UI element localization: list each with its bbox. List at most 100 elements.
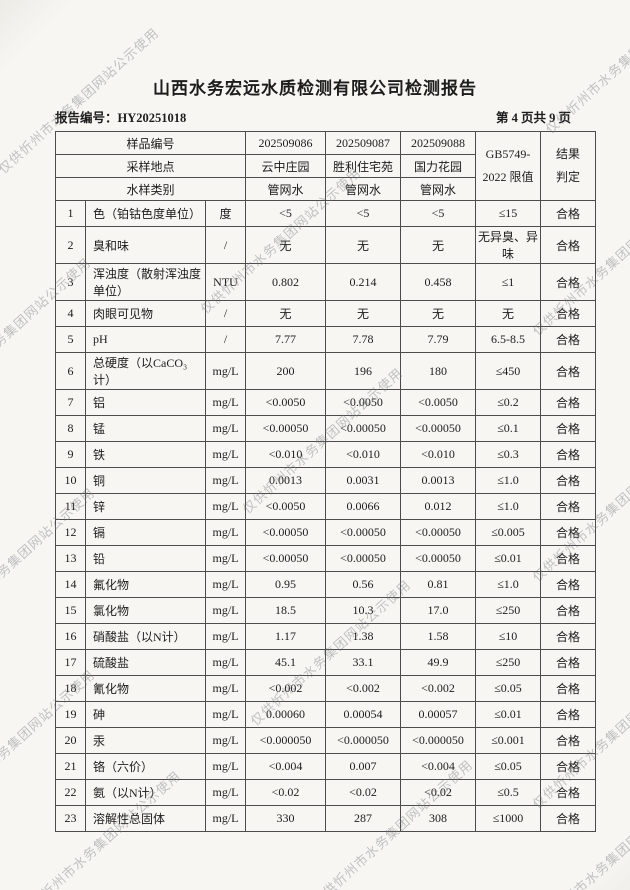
value-sample-3: <0.00050	[400, 545, 476, 572]
unit: /	[205, 226, 246, 264]
table-row: 9 铁 mg/L <0.010 <0.010 <0.010 ≤0.3 合格	[55, 441, 596, 468]
unit: mg/L	[205, 753, 246, 780]
value-sample-2: 0.00054	[325, 701, 401, 728]
limit-value: ≤0.001	[475, 727, 541, 754]
limit-value: ≤250	[475, 597, 541, 624]
value-sample-2: <5	[325, 200, 401, 227]
unit: mg/L	[205, 571, 246, 598]
unit: mg/L	[205, 467, 246, 494]
value-sample-1: <0.000050	[245, 727, 326, 754]
value-sample-1: 18.5	[245, 597, 326, 624]
result-header-line1: 结果	[555, 147, 580, 162]
value-sample-1: 0.0013	[245, 467, 326, 494]
value-sample-2: 7.78	[325, 326, 401, 353]
value-sample-2: <0.000050	[325, 727, 401, 754]
result-judgement: 合格	[540, 623, 596, 650]
value-sample-3: 49.9	[400, 649, 476, 676]
unit: mg/L	[205, 727, 246, 754]
value-sample-2: 无	[325, 300, 401, 327]
item-name: pH	[85, 326, 206, 353]
row-number: 7	[55, 389, 86, 416]
value-sample-2: 287	[325, 805, 401, 832]
unit: mg/L	[205, 649, 246, 676]
value-sample-1: <0.002	[245, 675, 326, 702]
value-sample-1: 0.95	[245, 571, 326, 598]
limit-value: ≤1.0	[475, 571, 541, 598]
result-judgement: 合格	[540, 352, 596, 390]
unit: /	[205, 300, 246, 327]
limit-column-header: GB5749- 2022 限值	[475, 131, 541, 201]
limit-value: ≤0.3	[475, 441, 541, 468]
row-number: 8	[55, 415, 86, 442]
item-name: 色（铂钴色度单位）	[85, 200, 206, 227]
item-name: 溶解性总固体	[85, 805, 206, 832]
value-sample-1: <0.004	[245, 753, 326, 780]
result-judgement: 合格	[540, 649, 596, 676]
row-number: 5	[55, 326, 86, 353]
row-number: 18	[55, 675, 86, 702]
result-judgement: 合格	[540, 779, 596, 806]
table-row: 7 铝 mg/L <0.0050 <0.0050 <0.0050 ≤0.2 合格	[55, 389, 596, 416]
limit-value: 无异臭、异味	[475, 226, 541, 264]
limit-header-line1: GB5749-	[485, 147, 531, 162]
row-number: 20	[55, 727, 86, 754]
table-row: 8 锰 mg/L <0.00050 <0.00050 <0.00050 ≤0.1 合格	[55, 415, 596, 442]
table-row: 16 硝酸盐（以N计） mg/L 1.17 1.38 1.58 ≤10 合格	[55, 623, 596, 650]
value-sample-3: <0.00050	[400, 519, 476, 546]
result-judgement: 合格	[540, 571, 596, 598]
value-sample-3: 0.012	[400, 493, 476, 520]
result-judgement: 合格	[540, 467, 596, 494]
table-row: 21 铬（六价） mg/L <0.004 0.007 <0.004 ≤0.05 合格	[55, 753, 596, 780]
header-row-sample-id: 样品编号 202509086 202509087 202509088 GB574…	[55, 131, 596, 201]
value-sample-1: <0.010	[245, 441, 326, 468]
limit-value: 6.5-8.5	[475, 326, 541, 353]
unit: mg/L	[205, 597, 246, 624]
value-sample-2: 0.0031	[325, 467, 401, 494]
limit-value: ≤0.2	[475, 389, 541, 416]
value-sample-1: <0.00050	[245, 545, 326, 572]
value-sample-2: <0.002	[325, 675, 401, 702]
value-sample-2: 10.3	[325, 597, 401, 624]
page-title: 山西水务宏远水质检测有限公司检测报告	[153, 79, 477, 98]
row-number: 3	[55, 263, 86, 301]
item-name: 铬（六价）	[85, 753, 206, 780]
limit-value: ≤0.01	[475, 545, 541, 572]
result-judgement: 合格	[540, 805, 596, 832]
row-number: 15	[55, 597, 86, 624]
item-name: 铅	[85, 545, 206, 572]
value-sample-1: 330	[245, 805, 326, 832]
limit-value: ≤1000	[475, 805, 541, 832]
table-row: 2 臭和味 / 无无无无异臭、异味 合格	[55, 226, 596, 264]
value-sample-1: 200	[245, 352, 326, 390]
item-name: 铁	[85, 441, 206, 468]
value-sample-3: 无	[400, 300, 476, 327]
value-sample-3: <0.010	[400, 441, 476, 468]
item-name: 铜	[85, 467, 206, 494]
value-sample-2: 0.214	[325, 263, 401, 301]
sample-id-label: 样品编号	[55, 131, 246, 155]
table-row: 23 溶解性总固体 mg/L 330 287 308 ≤1000 合格	[55, 805, 596, 832]
value-sample-3: <0.000050	[400, 727, 476, 754]
value-sample-2: <0.0050	[325, 389, 401, 416]
location-1: 云中庄园	[245, 154, 326, 178]
unit: mg/L	[205, 441, 246, 468]
result-judgement: 合格	[540, 415, 596, 442]
result-judgement: 合格	[540, 519, 596, 546]
item-name: 臭和味	[85, 226, 206, 264]
result-judgement: 合格	[540, 263, 596, 301]
limit-value: ≤1	[475, 263, 541, 301]
result-column-header: 结果 判定	[540, 131, 596, 201]
value-sample-3: 0.0013	[400, 467, 476, 494]
row-number: 16	[55, 623, 86, 650]
unit: 度	[205, 200, 246, 227]
limit-value: ≤0.1	[475, 415, 541, 442]
table-row: 10 铜 mg/L 0.0013 0.0031 0.0013 ≤1.0 合格	[55, 467, 596, 494]
item-name: 氟化物	[85, 571, 206, 598]
type-2: 管网水	[325, 177, 401, 201]
item-name: 浑浊度（散射浑浊度单位）	[85, 263, 206, 301]
value-sample-2: 无	[325, 226, 401, 264]
row-number: 1	[55, 200, 86, 227]
table-row: 4 肉眼可见物 / 无无无无合格	[55, 300, 596, 327]
row-number: 13	[55, 545, 86, 572]
